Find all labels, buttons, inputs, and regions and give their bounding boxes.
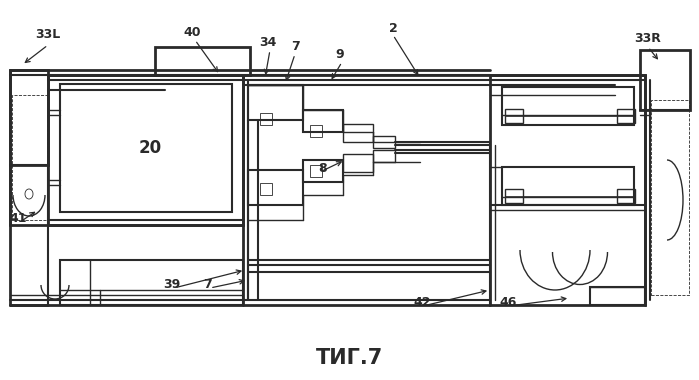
Text: 33L: 33L <box>36 28 61 41</box>
Bar <box>490 75 645 305</box>
Text: 34: 34 <box>259 36 277 49</box>
Text: 42: 42 <box>413 296 431 309</box>
Bar <box>248 85 303 120</box>
Text: 9: 9 <box>336 49 345 62</box>
Bar <box>505 189 523 203</box>
Bar <box>502 167 634 205</box>
Text: 8: 8 <box>319 162 327 174</box>
Bar <box>248 170 303 205</box>
Text: 46: 46 <box>499 296 517 309</box>
Bar <box>60 84 232 212</box>
Text: 7: 7 <box>203 279 212 291</box>
Text: ΤИГ.7: ΤИГ.7 <box>315 348 382 368</box>
Bar <box>303 160 343 182</box>
Bar <box>343 124 373 142</box>
Bar <box>502 87 634 125</box>
Text: 41: 41 <box>9 212 27 225</box>
Text: 2: 2 <box>389 22 397 35</box>
Bar <box>505 109 523 123</box>
Bar <box>310 165 322 177</box>
Bar <box>10 70 48 165</box>
Bar <box>373 136 395 148</box>
Bar <box>590 287 645 305</box>
Bar <box>343 154 373 172</box>
Bar <box>260 183 272 195</box>
Bar <box>617 109 635 123</box>
Bar <box>260 113 272 125</box>
Text: 7: 7 <box>291 41 299 54</box>
Text: 40: 40 <box>183 25 201 38</box>
Text: 33R: 33R <box>635 32 661 44</box>
Bar <box>651 100 689 295</box>
Bar <box>310 125 322 137</box>
Bar <box>303 110 343 132</box>
Bar <box>617 189 635 203</box>
Bar <box>373 150 395 162</box>
Text: 20: 20 <box>138 139 161 157</box>
Bar <box>60 260 243 305</box>
Bar <box>48 75 243 225</box>
Bar <box>12 95 47 220</box>
Bar <box>640 50 690 110</box>
Text: 39: 39 <box>164 279 180 291</box>
Bar <box>155 47 250 75</box>
